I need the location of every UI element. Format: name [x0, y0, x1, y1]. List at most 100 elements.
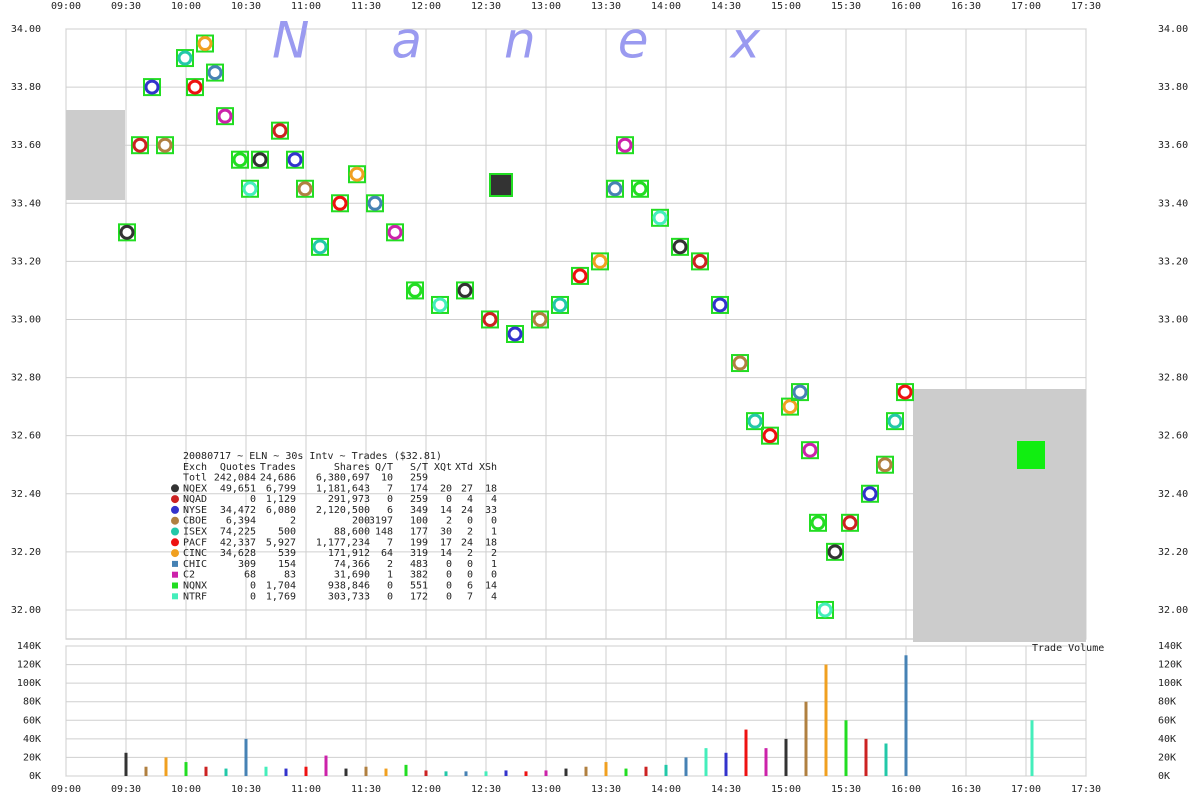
- volume-bar: [544, 770, 548, 776]
- trade-box: [691, 252, 709, 271]
- table-cell: 6,380,697: [316, 473, 370, 484]
- trade-marker: [197, 36, 213, 52]
- x-tick-label: 10:00: [171, 1, 201, 12]
- table-cell: 24: [461, 537, 473, 548]
- table-cell: NQNX: [183, 581, 207, 592]
- x-tick-label: 16:00: [891, 1, 921, 12]
- y-tick-label: 34.00: [11, 24, 41, 35]
- x-tick-label: 12:30: [471, 784, 501, 795]
- pre-market-range: [66, 110, 125, 200]
- trade-box: [531, 310, 549, 329]
- trade-box: [671, 237, 689, 256]
- trade-marker: [862, 486, 878, 502]
- volume-bar: [844, 720, 848, 776]
- table-cell: 0: [250, 494, 256, 505]
- trade-marker: [242, 181, 258, 197]
- y-tick-label-right: 80K: [1158, 697, 1176, 708]
- table-cell: 319: [410, 548, 428, 559]
- trade-marker: [652, 210, 668, 226]
- y-tick-label-right: 140K: [1158, 641, 1182, 652]
- trade-marker: [407, 282, 423, 298]
- trade-marker: [387, 224, 403, 240]
- table-cell: 172: [410, 591, 428, 602]
- trade-box: [896, 383, 914, 402]
- table-cell: 74,225: [220, 527, 256, 538]
- table-cell: 18: [485, 537, 497, 548]
- trade-marker: [592, 253, 608, 269]
- table-cell: PACF: [183, 537, 207, 548]
- y-tick-label: 33.60: [11, 140, 41, 151]
- x-tick-label: 16:30: [951, 784, 981, 795]
- trade-box: [791, 383, 809, 402]
- table-cell: 3197: [369, 516, 393, 527]
- volume-bar: [404, 764, 408, 776]
- table-cell: NTRF: [183, 591, 207, 602]
- y-tick-label-right: 33.00: [1158, 314, 1188, 325]
- volume-bar: [624, 768, 628, 776]
- table-cell: NQAD: [183, 494, 207, 505]
- panel-title: Trade Volume: [1032, 643, 1104, 654]
- table-cell: 83: [284, 570, 296, 581]
- trade-marker: [272, 123, 288, 139]
- trade-marker: [842, 515, 858, 531]
- trade-box: [841, 513, 859, 532]
- marks-layer: [118, 34, 1034, 776]
- table-cell: 24: [461, 505, 473, 516]
- table-cell: 4: [491, 494, 497, 505]
- volume-bar: [124, 752, 128, 776]
- trade-marker: [232, 152, 248, 168]
- column-header: Exch: [183, 462, 207, 473]
- trade-marker: [507, 326, 523, 342]
- volume-bar: [284, 768, 288, 776]
- trade-box: [606, 179, 624, 198]
- x-tick-label: 09:00: [51, 784, 81, 795]
- table-cell: 551: [410, 581, 428, 592]
- table-cell: 0: [467, 570, 473, 581]
- y-tick-label-right: 100K: [1158, 678, 1182, 689]
- trade-marker: [782, 399, 798, 415]
- trade-marker: [482, 311, 498, 327]
- table-cell: CBOE: [183, 516, 207, 527]
- trade-box: [118, 223, 136, 242]
- table-cell: 1,181,643: [316, 483, 370, 494]
- trade-box: [251, 150, 269, 169]
- volume-bar: [864, 738, 868, 776]
- trade-marker: [712, 297, 728, 313]
- table-cell: 100: [410, 516, 428, 527]
- table-cell: 1: [491, 527, 497, 538]
- volume-bar: [504, 770, 508, 776]
- x-tick-label: 17:30: [1071, 1, 1101, 12]
- table-cell: 34,472: [220, 505, 256, 516]
- trade-marker: [187, 79, 203, 95]
- y-tick-label: 32.40: [11, 489, 41, 500]
- x-tick-label: 11:30: [351, 784, 381, 795]
- volume-bar: [804, 701, 808, 776]
- volume-bar: [604, 762, 608, 776]
- block-trade: [489, 173, 513, 197]
- column-header: XQt: [434, 462, 452, 473]
- trade-box: [143, 78, 161, 97]
- volume-bar: [684, 757, 688, 776]
- table-cell: 259: [410, 473, 428, 484]
- table-cell: 0: [446, 559, 452, 570]
- table-cell: CINC: [183, 548, 207, 559]
- table-cell: 74,366: [334, 559, 370, 570]
- table-cell: 0: [387, 494, 393, 505]
- trade-marker: [217, 108, 233, 124]
- x-tick-label: 09:30: [111, 784, 141, 795]
- table-cell: 0: [446, 591, 452, 602]
- grid-layer: 09:00 09:30 10:00 10:30 11:00 11:30 12:00 12:30…: [11, 1, 1188, 795]
- legend-marker: [171, 516, 179, 525]
- y-tick-label-right: 32.00: [1158, 605, 1188, 616]
- trade-box: [456, 281, 474, 300]
- table-cell: 171,912: [328, 548, 370, 559]
- table-cell: 4: [491, 591, 497, 602]
- column-header: XSh: [479, 462, 497, 473]
- trade-box: [186, 78, 204, 97]
- trade-box: [801, 441, 819, 460]
- trade-marker: [287, 152, 303, 168]
- table-cell: 309: [238, 559, 256, 570]
- table-cell: 24,686: [260, 473, 296, 484]
- legend-marker: [172, 571, 178, 578]
- trade-box: [826, 542, 844, 561]
